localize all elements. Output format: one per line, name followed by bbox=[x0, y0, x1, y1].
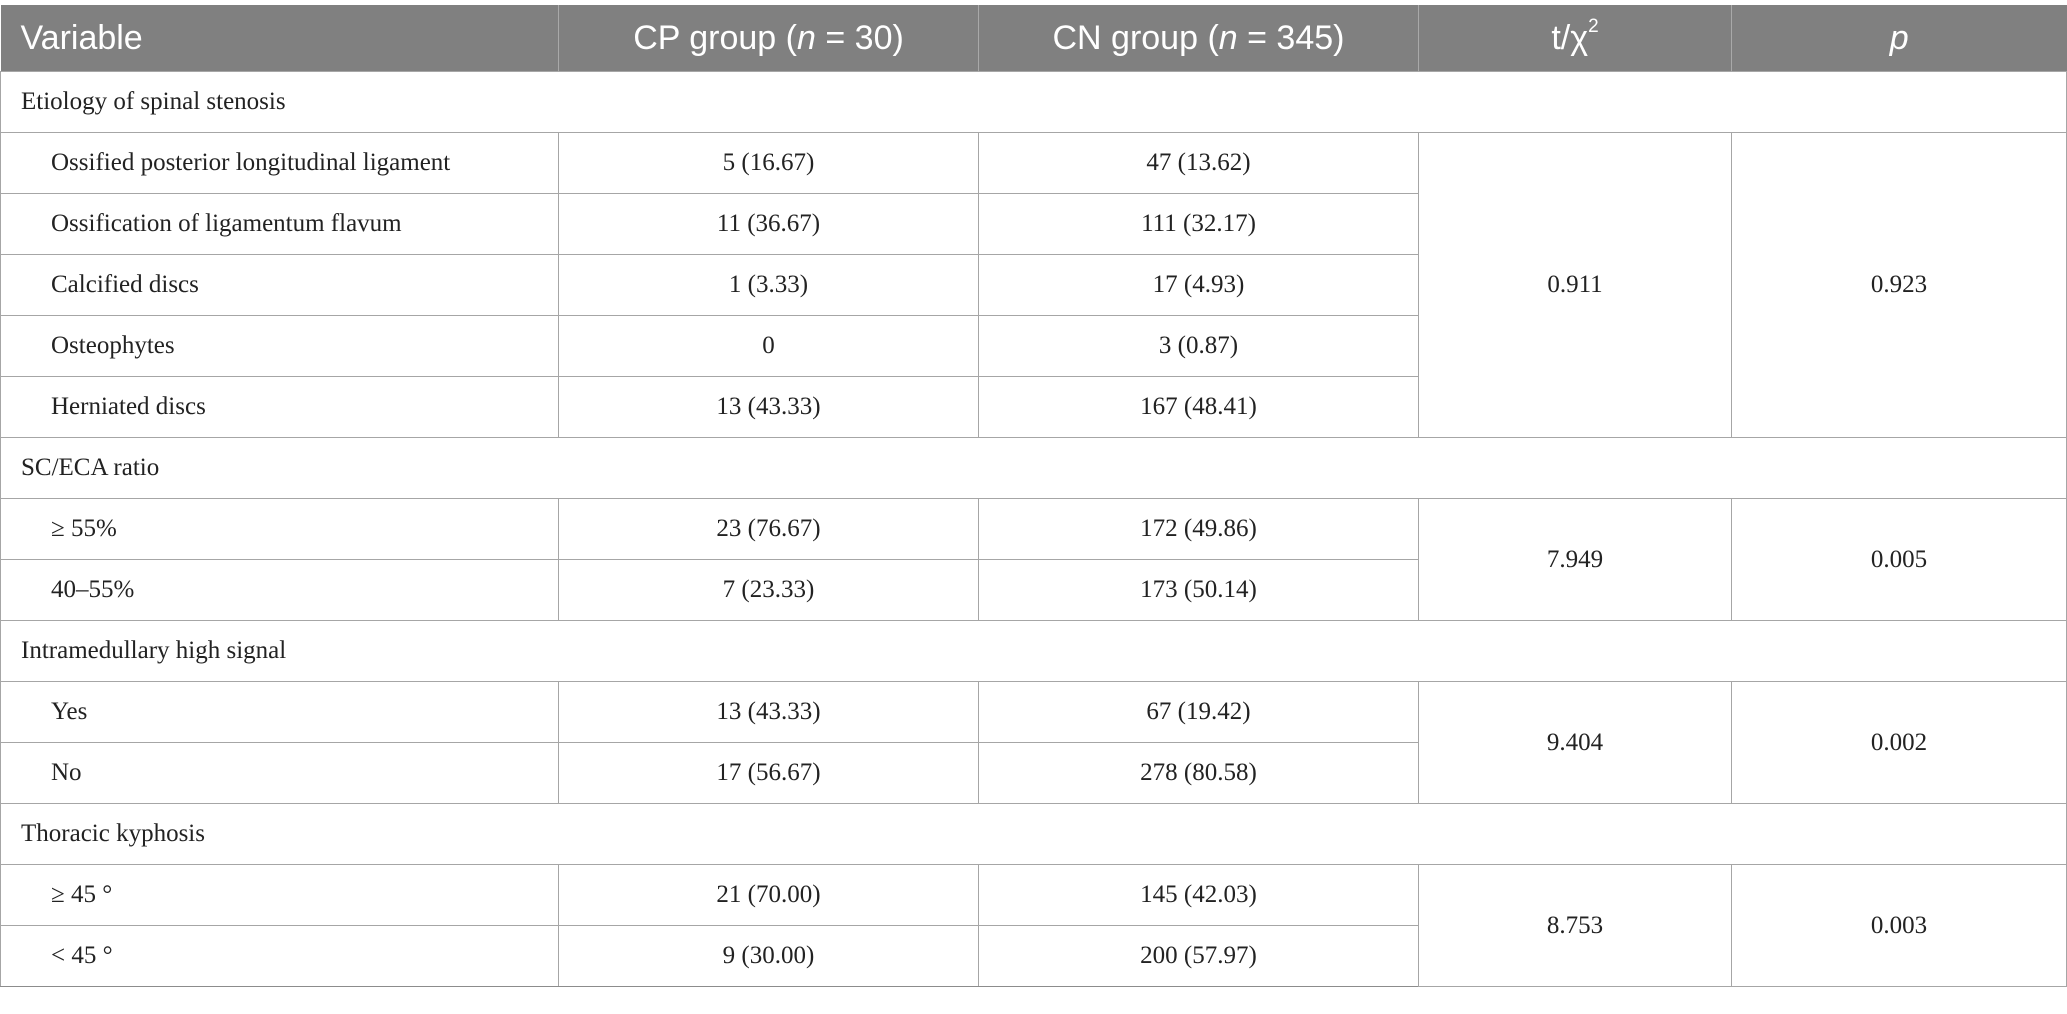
row-label: Ossification of ligamentum flavum bbox=[0, 193, 559, 255]
header-cn-n: n bbox=[1218, 18, 1238, 57]
cn-group-value: 173 (50.14) bbox=[978, 559, 1419, 621]
cp-group-value: 17 (56.67) bbox=[558, 742, 979, 804]
data-table-container: Variable CP group (n = 30) CN group (n =… bbox=[0, 5, 2067, 987]
row-label: ≥ 45 ° bbox=[0, 864, 559, 926]
group-header-row: Thoracic kyphosis bbox=[0, 803, 2067, 865]
group-label: Thoracic kyphosis bbox=[0, 803, 2067, 865]
header-cp-group: CP group (n = 30) bbox=[558, 5, 979, 72]
header-p-label: p bbox=[1889, 18, 1909, 57]
cn-group-value: 145 (42.03) bbox=[978, 864, 1419, 926]
row-label: ≥ 55% bbox=[0, 498, 559, 560]
header-cp-prefix: CP group ( bbox=[633, 18, 797, 57]
table-row: Herniated discs 13 (43.33) 167 (48.41) bbox=[0, 376, 2067, 438]
header-cp-n: n bbox=[796, 18, 816, 57]
group-label: SC/ECA ratio bbox=[0, 437, 2067, 499]
p-value: 0.005 bbox=[1731, 498, 2067, 621]
table-row: ≥ 45 ° 21 (70.00) 145 (42.03) 8.753 0.003 bbox=[0, 864, 2067, 987]
table-row: Yes 13 (43.33) 67 (19.42) 9.404 0.002 bbox=[0, 681, 2067, 804]
header-p-value: p bbox=[1731, 5, 2067, 72]
cp-group-value: 23 (76.67) bbox=[558, 498, 979, 560]
table-row: No 17 (56.67) 278 (80.58) bbox=[0, 742, 2067, 804]
comparison-table: Variable CP group (n = 30) CN group (n =… bbox=[0, 5, 2067, 987]
table-body: Etiology of spinal stenosis Ossified post… bbox=[0, 71, 2067, 987]
cp-group-value: 1 (3.33) bbox=[558, 254, 979, 316]
header-stat-sup: 2 bbox=[1588, 16, 1599, 38]
cn-group-value: 200 (57.97) bbox=[978, 925, 1419, 987]
cp-group-value: 7 (23.33) bbox=[558, 559, 979, 621]
group-header-row: SC/ECA ratio bbox=[0, 437, 2067, 499]
cn-group-value: 111 (32.17) bbox=[978, 193, 1419, 255]
row-label: Herniated discs bbox=[0, 376, 559, 438]
group-header-row: Intramedullary high signal bbox=[0, 620, 2067, 682]
p-value: 0.923 bbox=[1731, 132, 2067, 438]
cn-group-value: 47 (13.62) bbox=[978, 132, 1419, 194]
cp-group-value: 13 (43.33) bbox=[558, 681, 979, 743]
header-variable: Variable bbox=[0, 5, 559, 72]
cp-group-value: 0 bbox=[558, 315, 979, 377]
row-label: Yes bbox=[0, 681, 559, 743]
cp-group-value: 9 (30.00) bbox=[558, 925, 979, 987]
test-statistic-value: 9.404 bbox=[1418, 681, 1732, 804]
cn-group-value: 172 (49.86) bbox=[978, 498, 1419, 560]
table-header-row: Variable CP group (n = 30) CN group (n =… bbox=[0, 5, 2067, 72]
header-cn-group: CN group (n = 345) bbox=[978, 5, 1419, 72]
table-row: Ossification of ligamentum flavum 11 (36.… bbox=[0, 193, 2067, 255]
p-value: 0.003 bbox=[1731, 864, 2067, 987]
cp-group-value: 21 (70.00) bbox=[558, 864, 979, 926]
cp-group-value: 11 (36.67) bbox=[558, 193, 979, 255]
cn-group-value: 17 (4.93) bbox=[978, 254, 1419, 316]
cn-group-value: 167 (48.41) bbox=[978, 376, 1419, 438]
cn-group-value: 67 (19.42) bbox=[978, 681, 1419, 743]
header-cn-prefix: CN group ( bbox=[1052, 18, 1219, 57]
row-label: No bbox=[0, 742, 559, 804]
header-stat-base: t/χ bbox=[1551, 18, 1589, 57]
row-label: < 45 ° bbox=[0, 925, 559, 987]
test-statistic-value: 7.949 bbox=[1418, 498, 1732, 621]
header-cn-suffix: = 345) bbox=[1237, 18, 1345, 57]
table-row: Ossified posterior longitudinal ligament… bbox=[0, 132, 2067, 438]
table-row: ≥ 55% 23 (76.67) 172 (49.86) 7.949 0.005 bbox=[0, 498, 2067, 621]
test-statistic-value: 0.911 bbox=[1418, 132, 1732, 438]
p-value: 0.002 bbox=[1731, 681, 2067, 804]
group-header-row: Etiology of spinal stenosis bbox=[0, 71, 2067, 133]
header-test-statistic: t/χ2 bbox=[1418, 5, 1732, 72]
row-label: Osteophytes bbox=[0, 315, 559, 377]
header-cp-suffix: = 30) bbox=[815, 18, 904, 57]
cn-group-value: 3 (0.87) bbox=[978, 315, 1419, 377]
test-statistic-value: 8.753 bbox=[1418, 864, 1732, 987]
group-label: Intramedullary high signal bbox=[0, 620, 2067, 682]
cp-group-value: 5 (16.67) bbox=[558, 132, 979, 194]
table-row: < 45 ° 9 (30.00) 200 (57.97) bbox=[0, 925, 2067, 987]
group-label: Etiology of spinal stenosis bbox=[0, 71, 2067, 133]
row-label: Ossified posterior longitudinal ligament bbox=[0, 132, 559, 194]
row-label: 40–55% bbox=[0, 559, 559, 621]
row-label: Calcified discs bbox=[0, 254, 559, 316]
cn-group-value: 278 (80.58) bbox=[978, 742, 1419, 804]
cp-group-value: 13 (43.33) bbox=[558, 376, 979, 438]
